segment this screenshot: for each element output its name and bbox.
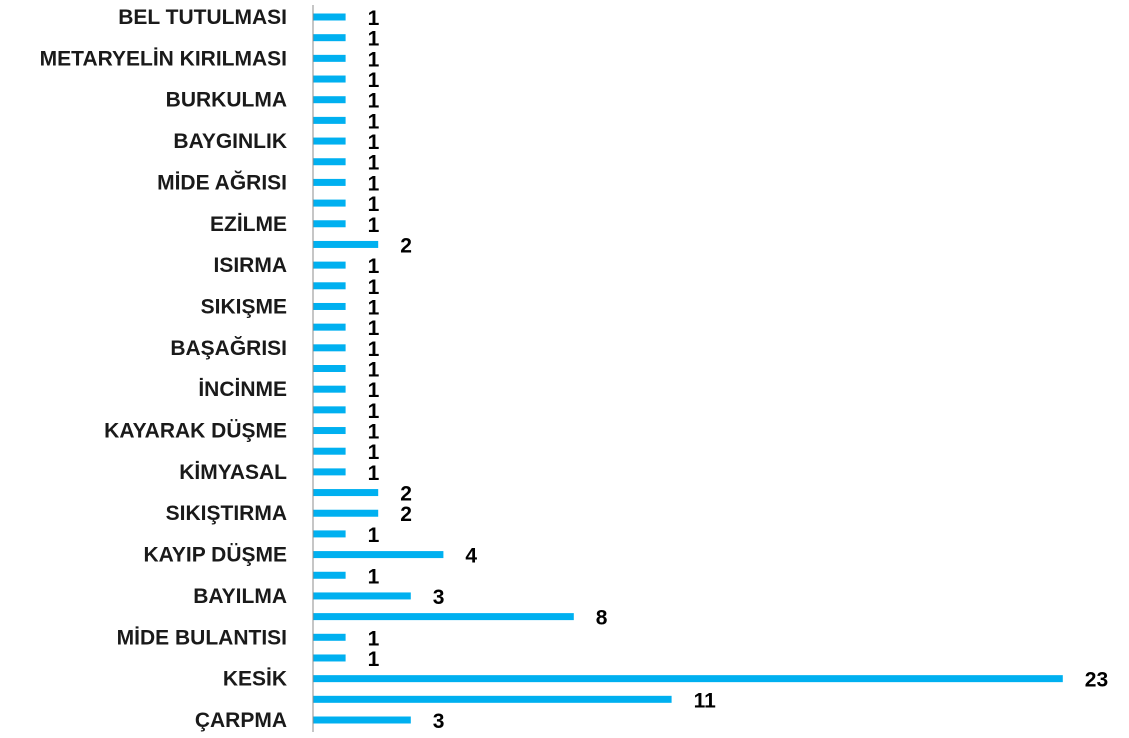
bar [313, 178, 346, 186]
bar [313, 365, 346, 372]
category-label: SIKIŞTIRMA [166, 502, 287, 525]
bar [313, 406, 346, 414]
bar-value-label: 1 [368, 90, 380, 113]
bar [313, 675, 1063, 683]
bar [313, 261, 346, 269]
bar [313, 530, 346, 538]
bar [313, 509, 379, 517]
bar [313, 220, 346, 228]
bar-value-label: 1 [368, 462, 380, 485]
bar [313, 158, 346, 166]
category-label: BAŞAĞRISI [170, 336, 287, 360]
bar-value-label: 1 [368, 441, 380, 464]
bar-value-label: 3 [433, 710, 445, 733]
category-label: MİDE BULANTISI [117, 626, 287, 649]
bar [313, 302, 346, 310]
bar [313, 34, 346, 42]
category-label: BEL TUTULMASI [118, 6, 287, 29]
bar-value-label: 1 [368, 648, 380, 671]
bar-value-label: 1 [368, 110, 380, 133]
bar-value-label: 1 [368, 400, 380, 423]
bar [313, 633, 346, 641]
category-label: KESİK [223, 668, 287, 691]
bar-value-label: 11 [694, 689, 717, 712]
bar [313, 468, 346, 476]
bar-value-label: 1 [368, 255, 380, 278]
category-label: KAYIP DÜŞME [143, 544, 287, 567]
bar [313, 592, 411, 600]
category-label: KAYARAK DÜŞME [104, 420, 287, 443]
bar [313, 199, 346, 207]
bar-value-label: 1 [368, 28, 380, 51]
category-label: ISIRMA [214, 254, 288, 277]
bar-value-label: 1 [368, 359, 380, 382]
bar [313, 96, 346, 104]
bar-value-label: 1 [368, 7, 380, 30]
bar-value-label: 1 [368, 131, 380, 154]
category-label: KİMYASAL [179, 461, 287, 484]
bar-value-label: 2 [400, 483, 412, 506]
bar-value-label: 4 [465, 545, 477, 568]
bar [313, 613, 574, 621]
bar [313, 137, 346, 145]
bar-value-label: 1 [368, 296, 380, 319]
bar [313, 447, 346, 455]
bar-value-label: 8 [596, 607, 608, 630]
category-label: EZİLME [210, 213, 287, 236]
bar-value-label: 1 [368, 524, 380, 547]
category-label: MİDE AĞRISI [157, 170, 287, 194]
bar-value-label: 3 [433, 586, 445, 609]
bar-value-label: 1 [368, 421, 380, 444]
bar [313, 654, 346, 662]
bar [313, 551, 444, 559]
bar-value-label: 23 [1085, 669, 1108, 692]
bar-value-label: 1 [368, 193, 380, 216]
bar [313, 75, 346, 83]
bar [313, 489, 379, 497]
bar [313, 716, 411, 724]
category-label: METARYELİN KIRILMASI [40, 47, 287, 70]
bar [313, 385, 346, 393]
bar [313, 323, 346, 331]
bar-value-label: 1 [368, 69, 380, 92]
bar-value-label: 1 [368, 338, 380, 361]
bar-value-label: 1 [368, 48, 380, 71]
bar [313, 427, 346, 435]
bar-value-label: 2 [400, 234, 412, 257]
bar-value-label: 1 [368, 565, 380, 588]
bar-value-label: 1 [368, 172, 380, 195]
bar-value-label: 2 [400, 503, 412, 526]
bar-value-label: 1 [368, 152, 380, 175]
category-labels-layer: BEL TUTULMASI METARYELİN KIRILMASI BURKULM… [40, 6, 287, 732]
bar [313, 344, 346, 352]
category-label: BURKULMA [166, 89, 287, 112]
bar-value-label: 1 [368, 317, 380, 340]
category-label: ÇARPMA [195, 709, 287, 732]
bar [313, 571, 346, 579]
category-label: BAYGINLIK [173, 130, 287, 153]
bar-value-label: 1 [368, 214, 380, 237]
category-label: İNCİNME [198, 378, 287, 401]
bar [313, 116, 346, 124]
category-label: SIKIŞME [201, 295, 287, 318]
bar [313, 695, 672, 703]
bar-value-label: 1 [368, 276, 380, 299]
bars-layer [313, 13, 1063, 724]
bar [313, 13, 346, 21]
bar [313, 282, 346, 290]
bar-value-label: 1 [368, 379, 380, 402]
bar [313, 54, 346, 62]
bar [313, 240, 379, 248]
category-label: BAYILMA [193, 585, 287, 608]
bar-value-label: 1 [368, 627, 380, 650]
